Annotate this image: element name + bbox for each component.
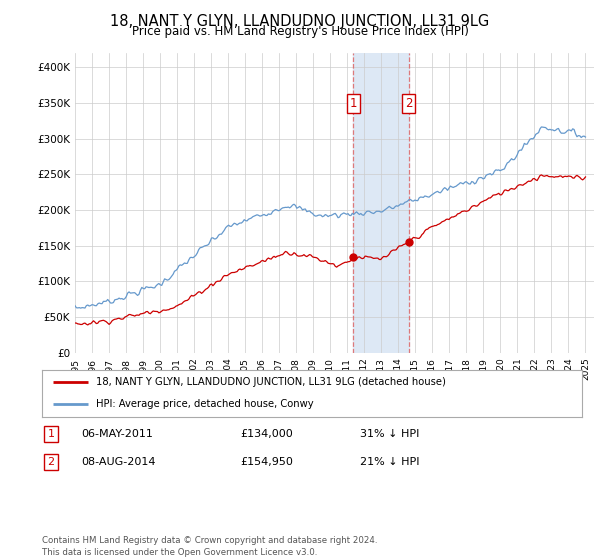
Text: 06-MAY-2011: 06-MAY-2011 bbox=[81, 429, 153, 439]
Text: £134,000: £134,000 bbox=[240, 429, 293, 439]
Text: 21% ↓ HPI: 21% ↓ HPI bbox=[360, 457, 419, 467]
Bar bbox=[353, 53, 409, 353]
Text: 18, NANT Y GLYN, LLANDUDNO JUNCTION, LL31 9LG (detached house): 18, NANT Y GLYN, LLANDUDNO JUNCTION, LL3… bbox=[96, 377, 446, 388]
Text: HPI: Average price, detached house, Conwy: HPI: Average price, detached house, Conw… bbox=[96, 399, 314, 409]
Text: Price paid vs. HM Land Registry's House Price Index (HPI): Price paid vs. HM Land Registry's House … bbox=[131, 25, 469, 38]
Text: 18, NANT Y GLYN, LLANDUDNO JUNCTION, LL31 9LG: 18, NANT Y GLYN, LLANDUDNO JUNCTION, LL3… bbox=[110, 14, 490, 29]
Text: 1: 1 bbox=[349, 97, 357, 110]
Text: Contains HM Land Registry data © Crown copyright and database right 2024.
This d: Contains HM Land Registry data © Crown c… bbox=[42, 536, 377, 557]
Text: 31% ↓ HPI: 31% ↓ HPI bbox=[360, 429, 419, 439]
Text: 1: 1 bbox=[47, 429, 55, 439]
Text: 2: 2 bbox=[405, 97, 412, 110]
Text: £154,950: £154,950 bbox=[240, 457, 293, 467]
Text: 08-AUG-2014: 08-AUG-2014 bbox=[81, 457, 155, 467]
Text: 2: 2 bbox=[47, 457, 55, 467]
